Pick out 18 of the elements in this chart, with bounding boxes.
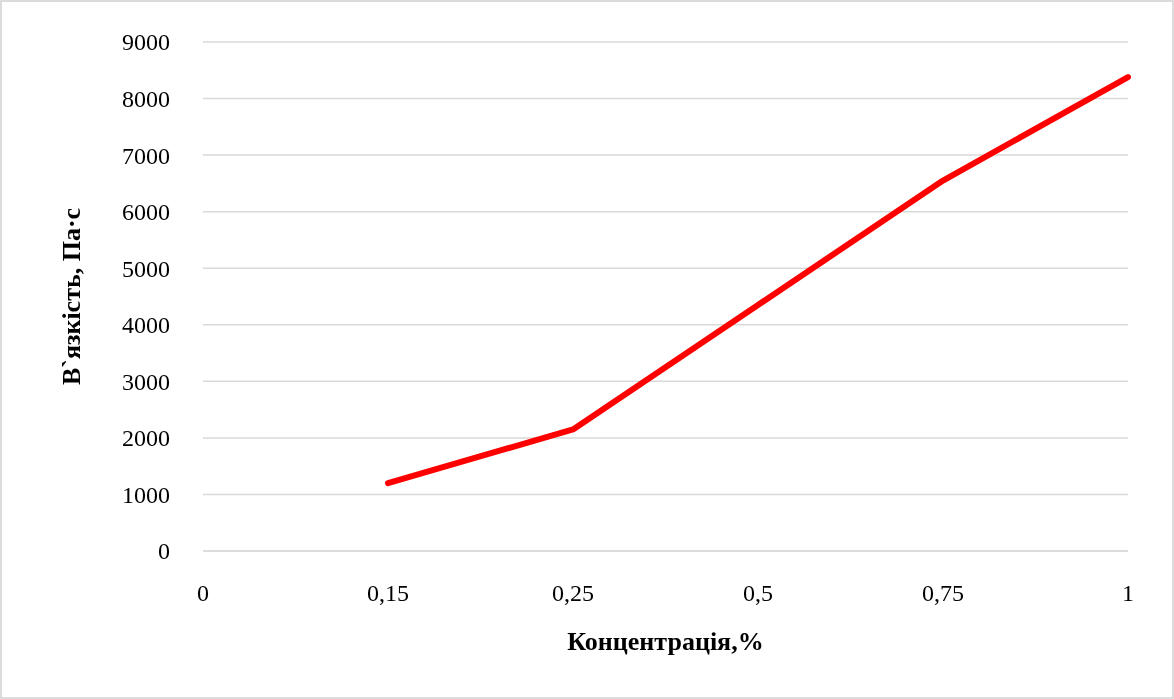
y-tick-label: 8000 xyxy=(122,85,170,112)
y-axis-title: В`язкість, Па·с xyxy=(57,207,86,386)
y-tick-label: 6000 xyxy=(122,199,170,226)
x-tick-label: 0,15 xyxy=(367,580,409,606)
y-tick-label: 2000 xyxy=(122,425,170,452)
x-tick-label: 0 xyxy=(197,580,209,606)
y-tick-label: 1000 xyxy=(122,481,170,508)
x-tick-label: 0,5 xyxy=(743,580,773,606)
y-tick-label: 7000 xyxy=(122,142,170,169)
y-tick-label: 0 xyxy=(158,538,170,565)
y-tick-label: 4000 xyxy=(122,312,170,339)
x-tick-label: 0,25 xyxy=(552,580,594,606)
x-tick-label: 1 xyxy=(1122,580,1134,606)
y-tick-label: 5000 xyxy=(122,255,170,282)
x-tick-label: 0,75 xyxy=(922,580,964,606)
y-tick-label: 9000 xyxy=(122,29,170,56)
x-axis-title: Концентрація,% xyxy=(567,627,764,656)
y-tick-label: 3000 xyxy=(122,368,170,395)
